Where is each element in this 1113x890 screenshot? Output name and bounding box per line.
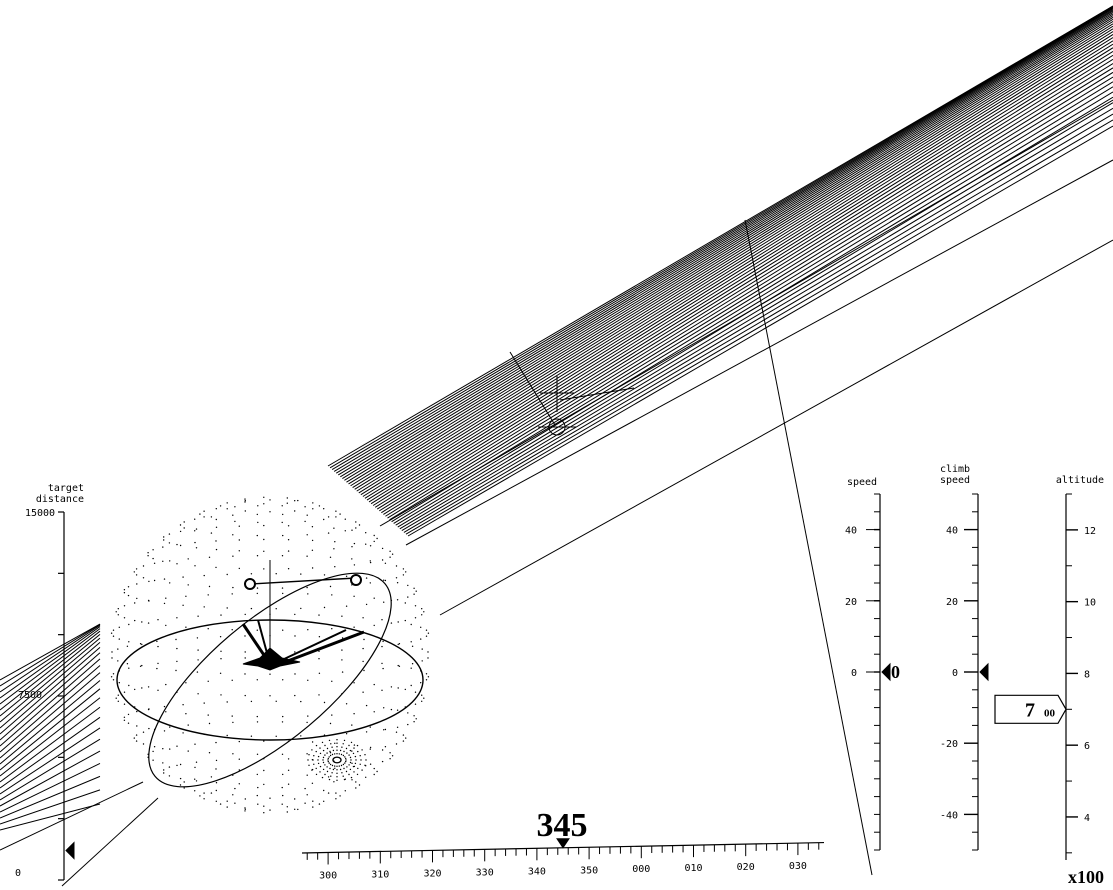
altitude-multiplier: x100 [1068,867,1104,887]
speed-pointer [881,662,891,682]
altitude-gauge: altitude 12 10 8 6 4 7 00 x100 [994,475,1104,887]
ground-track-line [744,219,873,876]
attitude-sphere-icon [108,493,432,817]
heading-tape: 345 300 310 320 330 340 350 000 010 020 030 [301,807,825,881]
speed-label: speed [847,477,877,488]
heading-tick-label: 000 [632,864,650,875]
target-distance-label-line2: distance [36,494,84,505]
target-distance-label-line1: target [48,483,84,494]
altitude-tick-label: 12 [1084,526,1096,537]
climb-speed-tick-label: -20 [940,739,958,750]
heading-tick-label: 310 [371,869,389,880]
speed-gauge: speed 40 20 0 0 [845,477,900,851]
climb-speed-label-line1: climb [940,464,970,475]
climb-speed-gauge: climb speed 40 20 0 -20 -40 [940,464,989,851]
speed-tick-label: 20 [845,597,857,608]
altitude-tick-label: 10 [1084,598,1096,609]
speed-tick-label: 40 [845,526,857,537]
altitude-readout-main: 7 [1025,699,1035,721]
target-distance-max-label: 15000 [25,508,55,519]
speed-readout: 0 [891,662,900,682]
altitude-readout-small: 00 [1044,707,1056,719]
altitude-tick-label: 8 [1084,669,1090,680]
perspective-grid [327,5,1113,616]
climb-speed-label-line2: speed [940,475,970,486]
heading-tick-label: 320 [423,868,441,879]
climb-speed-tick-label: -40 [940,810,958,821]
climb-speed-tick-label: 20 [946,597,958,608]
heading-tick-label: 300 [319,870,337,881]
crosshair-icon [509,351,576,436]
target-distance-mid-label: 7500 [18,690,42,701]
target-distance-pointer [65,841,75,860]
altitude-readout-box: 7 00 [994,694,1067,724]
altitude-label: altitude [1056,475,1104,486]
target-distance-min-label: 0 [15,868,21,879]
speed-tick-label: 0 [851,668,857,679]
climb-speed-tick-label: 0 [952,668,958,679]
perspective-grid-left [0,623,159,887]
altitude-tick-label: 6 [1084,741,1090,752]
altitude-tick-label: 4 [1084,813,1090,824]
heading-readout: 345 [537,807,588,844]
heading-pointer [556,838,570,849]
heading-tick-label: 010 [684,863,702,874]
aircraft-icon [241,619,365,671]
climb-speed-tick-label: 40 [946,526,958,537]
climb-speed-pointer [979,662,989,682]
heading-tick-label: 350 [580,865,598,876]
heading-tick-label: 030 [789,861,807,872]
target-distance-gauge: target distance 15000 7500 0 [15,483,84,881]
heading-tick-label: 340 [528,866,546,877]
heading-tick-label: 020 [737,862,755,873]
heading-tick-label: 330 [476,867,494,878]
